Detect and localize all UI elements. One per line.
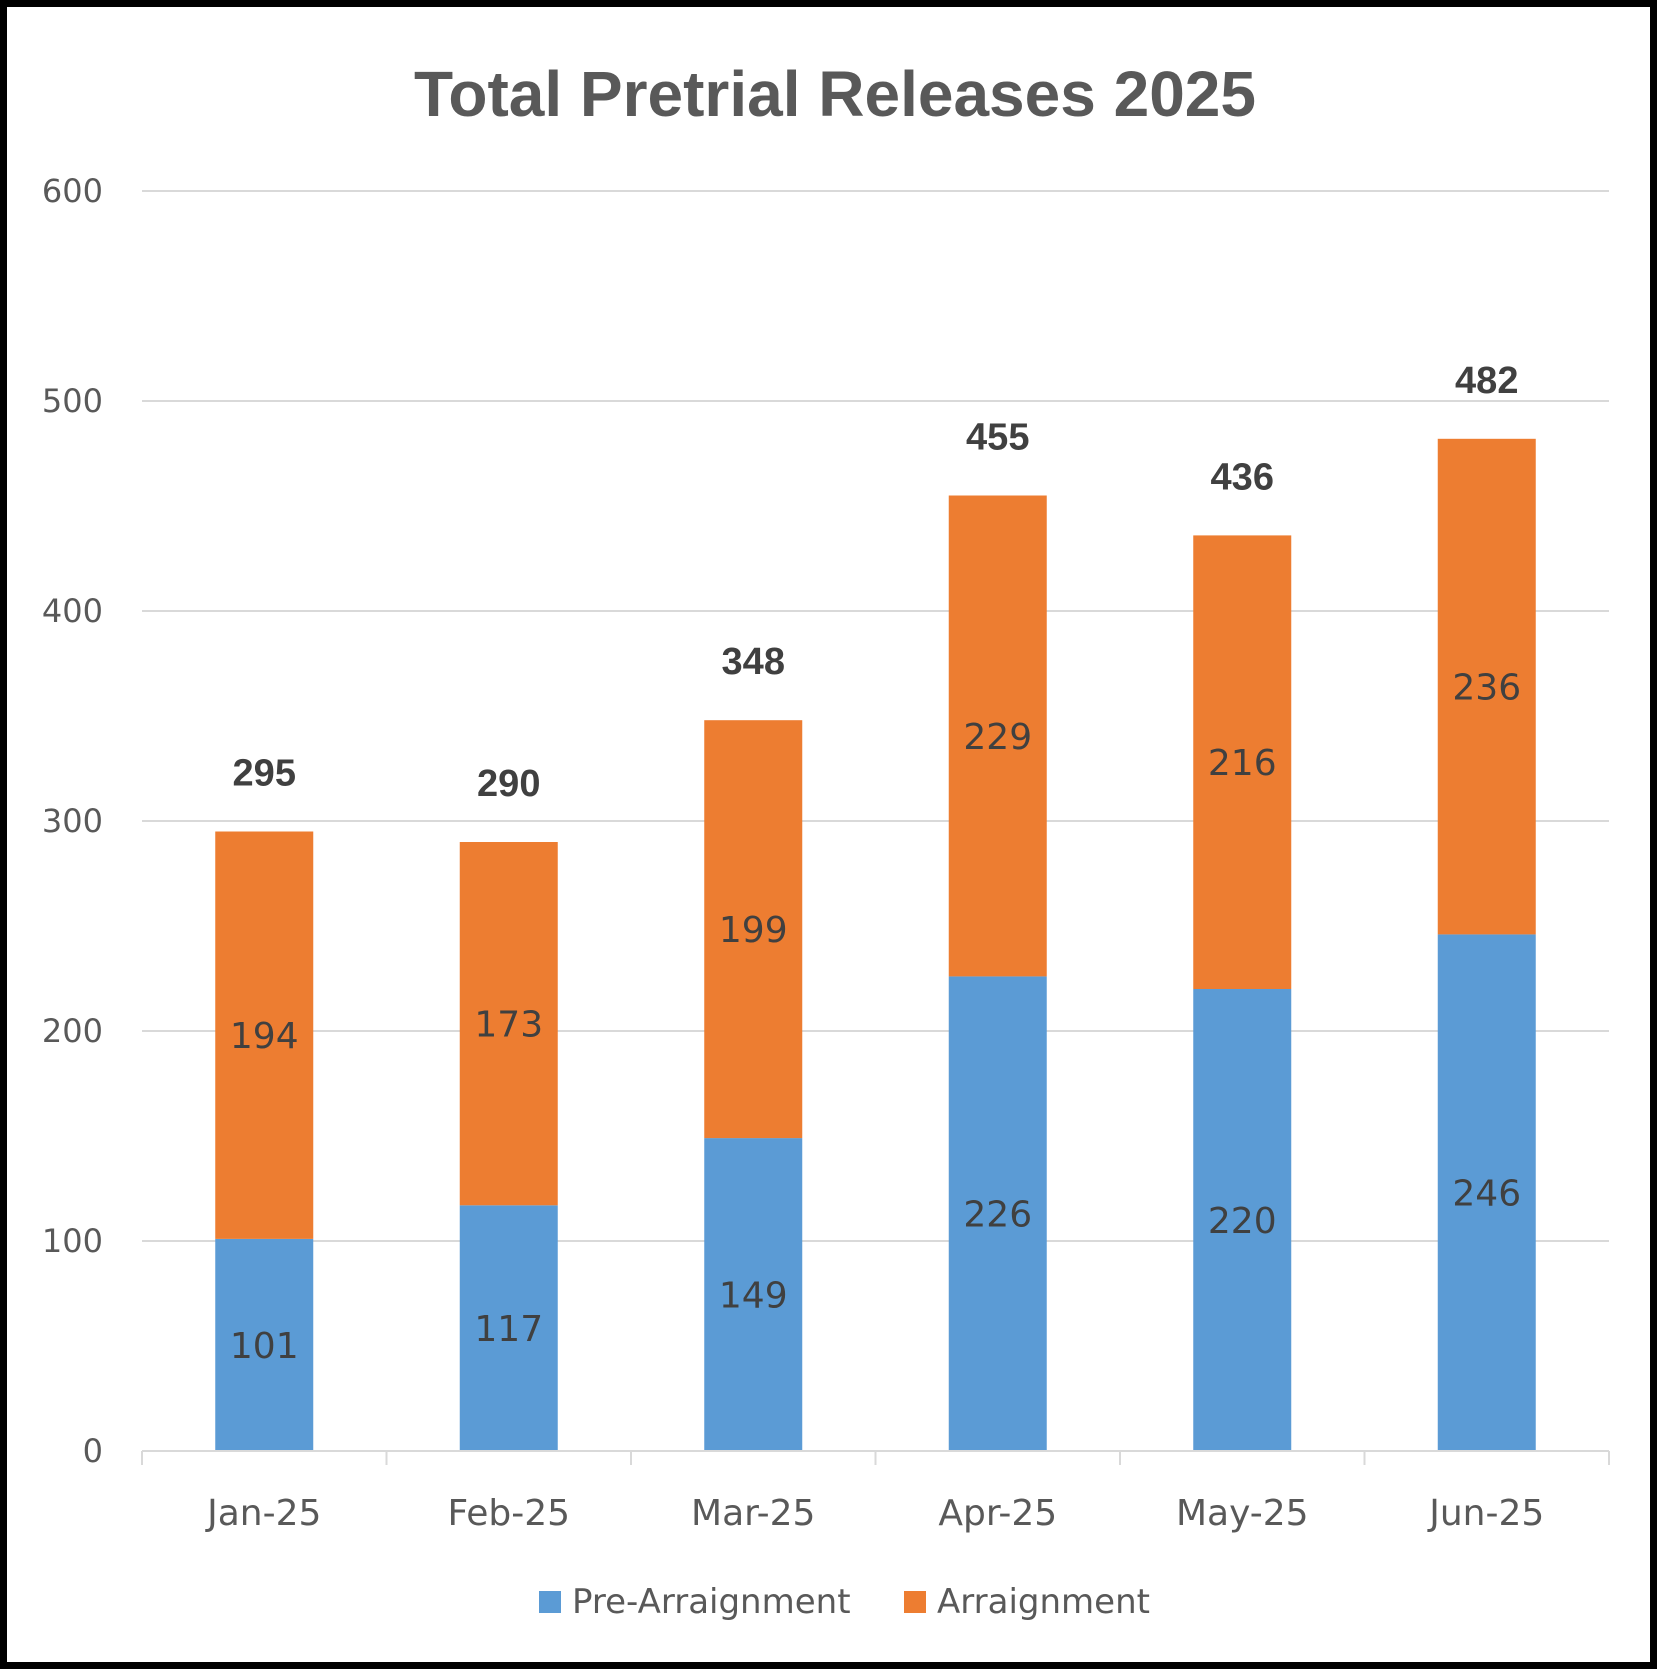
y-tick-label: 200 — [42, 1012, 103, 1050]
data-label: 149 — [719, 1276, 788, 1317]
data-label: 236 — [1452, 668, 1521, 709]
y-tick-label: 500 — [42, 382, 103, 420]
x-axis: Jan-25 Feb-25 Mar-25 Apr-25 May-25 Jun-25 — [141, 1450, 1610, 1534]
total-label: 482 — [1455, 360, 1518, 402]
bar-pre-arraignment — [459, 1205, 558, 1451]
bar-arraignment — [1437, 438, 1536, 935]
y-tick-label: 100 — [42, 1222, 103, 1260]
data-label: 246 — [1452, 1174, 1521, 1215]
legend-label: Arraignment — [937, 1582, 1150, 1622]
x-tick-label: Mar-25 — [691, 1493, 815, 1534]
data-label: 220 — [1208, 1201, 1277, 1242]
legend-label: Pre-Arraignment — [572, 1582, 851, 1622]
total-label: 290 — [477, 763, 540, 805]
bar-pre-arraignment — [1437, 934, 1536, 1451]
y-axis: 0 100 200 300 400 500 600 — [42, 172, 103, 1470]
data-label: 173 — [474, 1005, 543, 1046]
chart: Total Pretrial Releases 2025 0 100 200 300 4… — [42, 58, 1610, 1622]
legend-swatch — [539, 1591, 561, 1613]
bar-arraignment — [459, 842, 558, 1206]
bar-arraignment — [1193, 535, 1292, 989]
data-label: 226 — [963, 1195, 1032, 1236]
x-tick-label: May-25 — [1176, 1493, 1309, 1534]
gridlines — [142, 190, 1609, 1242]
data-label: 216 — [1208, 743, 1277, 784]
y-tick-label: 400 — [42, 592, 103, 630]
chart-title: Total Pretrial Releases 2025 — [414, 58, 1256, 130]
data-label: 194 — [230, 1016, 299, 1057]
x-tick-label: Jan-25 — [205, 1493, 321, 1534]
bar-arraignment — [948, 495, 1047, 977]
total-label: 295 — [233, 753, 296, 795]
data-label: 117 — [474, 1309, 543, 1350]
legend: Pre-Arraignment Arraignment — [539, 1582, 1150, 1622]
y-tick-label: 0 — [83, 1432, 103, 1470]
bars: 101 194 295 117 173 290 149 199 348 226 229 455 220 2… — [215, 360, 1536, 1451]
y-tick-label: 600 — [42, 172, 103, 210]
x-tick-label: Jun-25 — [1427, 1493, 1544, 1534]
data-label: 229 — [963, 717, 1032, 758]
total-label: 348 — [722, 641, 785, 683]
bar-pre-arraignment — [1193, 989, 1292, 1451]
bar-pre-arraignment — [215, 1238, 314, 1451]
x-tick-label: Feb-25 — [447, 1493, 570, 1534]
data-label: 101 — [230, 1326, 299, 1367]
bar-arraignment — [704, 720, 803, 1139]
total-label: 455 — [966, 417, 1029, 459]
x-tick-label: Apr-25 — [938, 1493, 1057, 1534]
legend-swatch — [904, 1591, 926, 1613]
bar-pre-arraignment — [948, 976, 1047, 1451]
total-label: 436 — [1211, 456, 1274, 498]
bar-arraignment — [215, 831, 314, 1239]
y-tick-label: 300 — [42, 802, 103, 840]
bar-pre-arraignment — [704, 1138, 803, 1451]
data-label: 199 — [719, 910, 788, 951]
